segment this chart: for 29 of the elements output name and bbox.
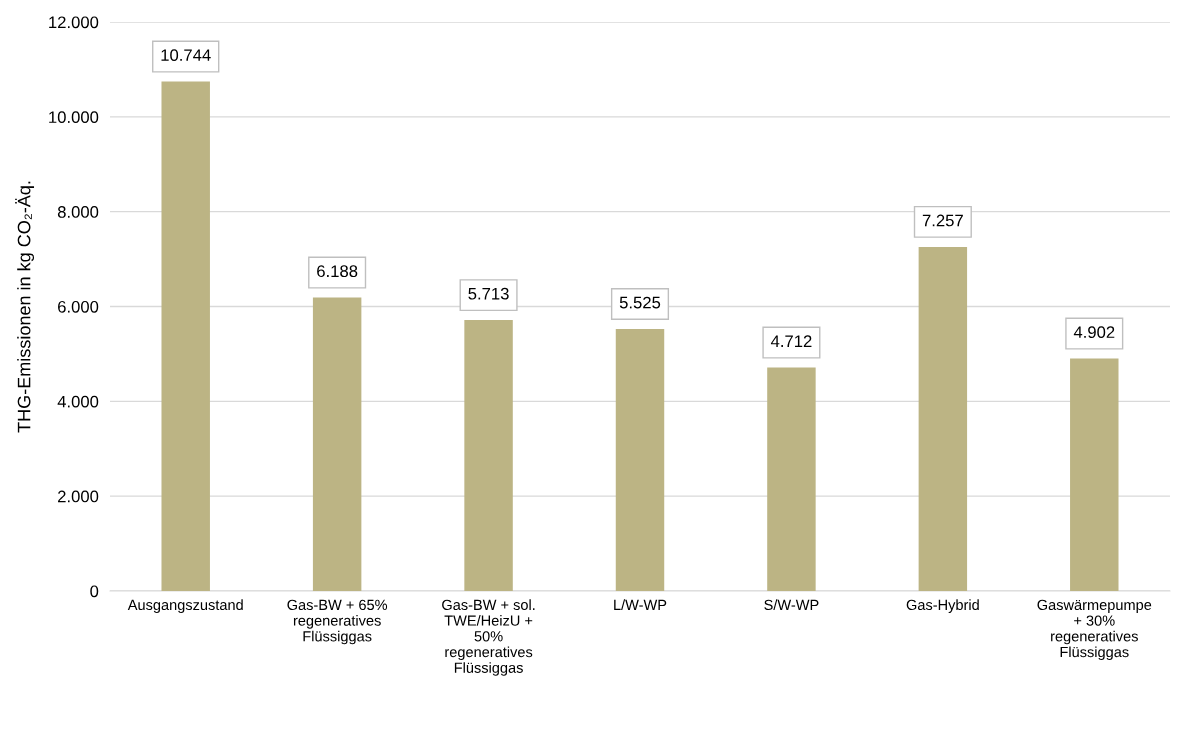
data-label: 4.712 (770, 335, 812, 347)
y-tick-label: 12.000 (49, 16, 99, 29)
data-label: 7.257 (922, 214, 963, 227)
data-label: 5.525 (619, 296, 661, 309)
bar (312, 297, 362, 591)
y-tick-label: 2.000 (58, 490, 99, 503)
y-tick-label: 6.000 (58, 300, 99, 313)
data-label: 5.713 (468, 287, 509, 300)
y-tick-label: 10.000 (49, 111, 99, 124)
x-tick-label: Gas-BW + sol. TWE/HeizU + 50% regeneratives Flüssiggas (442, 599, 535, 676)
y-axis-title: THG-Emissionen in kg CO₂-Äq. (15, 181, 35, 433)
data-label: 10.744 (161, 49, 211, 62)
x-tick-label: Gas-BW + 65% regeneratives Flüssiggas (287, 599, 388, 645)
bar (161, 81, 210, 591)
bar (615, 329, 665, 591)
x-tick-label: S/W-WP (764, 599, 819, 611)
x-tick-label: Gas-Hybrid (906, 599, 979, 613)
y-tick-label: 4.000 (57, 395, 99, 408)
y-tick-label: 0 (90, 585, 99, 598)
bar (1070, 358, 1119, 591)
y-tick-label: 8.000 (57, 206, 99, 218)
x-tick-label: L/W-WP (614, 599, 667, 611)
x-tick-label: Gaswärmepumpe + 30% regeneratives Flüssiggas (1037, 599, 1152, 661)
data-label: 4.902 (1073, 326, 1115, 339)
bar (464, 320, 513, 591)
bar (918, 246, 968, 591)
bar (767, 367, 816, 591)
x-tick-label: Ausgangszustand (127, 599, 243, 613)
data-label: 6.188 (317, 265, 358, 278)
